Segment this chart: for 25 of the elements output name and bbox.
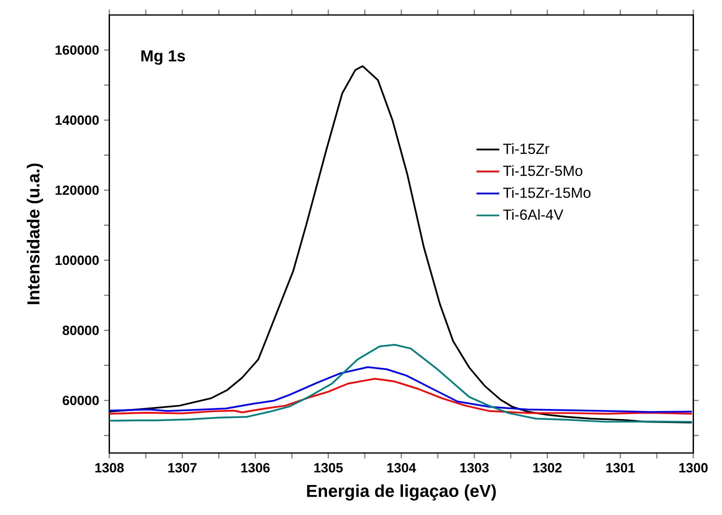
y-tick-label: 100000 [56, 256, 99, 265]
line-series [109, 378, 693, 415]
legend-label: Ti-15Zr-15Mo [503, 187, 590, 198]
y-axis-title: Intensidade (u.a.) [26, 164, 43, 304]
x-tick-label: 1301 [606, 463, 635, 472]
annotation: Mg 1s [141, 50, 185, 65]
x-tick-label: 1304 [387, 463, 416, 472]
y-tick-label: 140000 [56, 115, 99, 125]
y-tick-label: 160000 [56, 45, 99, 55]
y-tick-label: 80000 [62, 326, 99, 336]
x-tick-label: 1306 [241, 463, 270, 472]
legend-label: Ti-6Al-4V [503, 209, 564, 220]
x-tick-label: 1308 [95, 463, 124, 472]
x-tick-label: 1300 [679, 463, 708, 472]
legend-label: Ti-15Zr-5Mo [503, 165, 582, 176]
y-tick-label: 60000 [62, 396, 99, 406]
x-tick-label: 1305 [314, 463, 343, 472]
x-tick-label: 1307 [168, 463, 197, 472]
x-axis-title: Energia de ligaçao (eV) [307, 484, 496, 501]
legend-label: Ti-15Zr [503, 143, 550, 154]
y-tick-label: 120000 [56, 185, 99, 195]
line-series [109, 366, 693, 413]
line-series [109, 344, 693, 423]
x-tick-label: 1302 [533, 463, 562, 472]
x-tick-label: 1303 [460, 463, 489, 472]
